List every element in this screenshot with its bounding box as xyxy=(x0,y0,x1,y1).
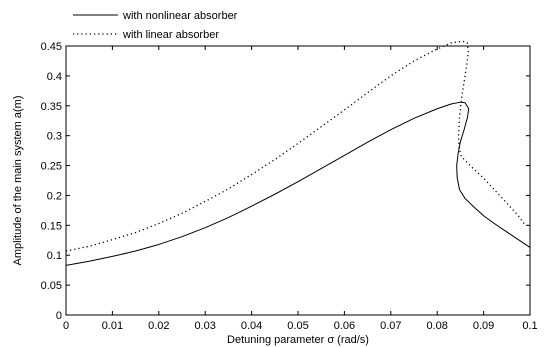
y-axis: 0 0.05 0.1 0.15 0.2 0.25 0.3 0.35 0.4 0.45 xyxy=(41,41,530,322)
x-tick-label: 0.08 xyxy=(426,320,447,332)
x-tick-label: 0.1 xyxy=(522,320,537,332)
y-axis-title: Amplitude of the main system a(m) xyxy=(12,96,24,266)
x-tick-label: 0.05 xyxy=(287,320,308,332)
x-axis-title: Detuning parameter σ (rad/s) xyxy=(227,334,369,346)
legend: with nonlinear absorber with linear abso… xyxy=(73,10,238,41)
x-axis: 0 0.01 0.02 0.03 0.04 0.05 0.06 0.07 0.08 0.09 0.1 xyxy=(63,46,538,332)
plot-area xyxy=(65,45,531,316)
x-tick-label: 0.09 xyxy=(473,320,494,332)
x-tick-label: 0.06 xyxy=(334,320,355,332)
legend-label-linear: with linear absorber xyxy=(122,29,219,41)
x-tick-label: 0.04 xyxy=(241,320,262,332)
legend-label-nonlinear: with nonlinear absorber xyxy=(122,10,238,22)
y-tick-label: 0.4 xyxy=(47,71,62,83)
x-tick-label: 0.01 xyxy=(102,320,123,332)
y-tick-label: 0.35 xyxy=(41,101,62,113)
y-tick-label: 0.25 xyxy=(41,161,62,173)
y-tick-label: 0 xyxy=(56,310,62,322)
x-tick-label: 0.02 xyxy=(148,320,169,332)
y-tick-label: 0.15 xyxy=(41,220,62,232)
y-tick-label: 0.2 xyxy=(47,190,62,202)
y-tick-label: 0.05 xyxy=(41,280,62,292)
x-tick-label: 0.07 xyxy=(380,320,401,332)
x-tick-label: 0.03 xyxy=(194,320,215,332)
series-line-nonlinear xyxy=(65,101,531,266)
series-layer xyxy=(65,40,531,266)
x-tick-label: 0 xyxy=(63,320,69,332)
y-tick-label: 0.3 xyxy=(47,131,62,143)
series-line-linear xyxy=(65,40,526,252)
y-tick-label: 0.1 xyxy=(47,250,62,262)
y-tick-label: 0.45 xyxy=(41,41,62,53)
